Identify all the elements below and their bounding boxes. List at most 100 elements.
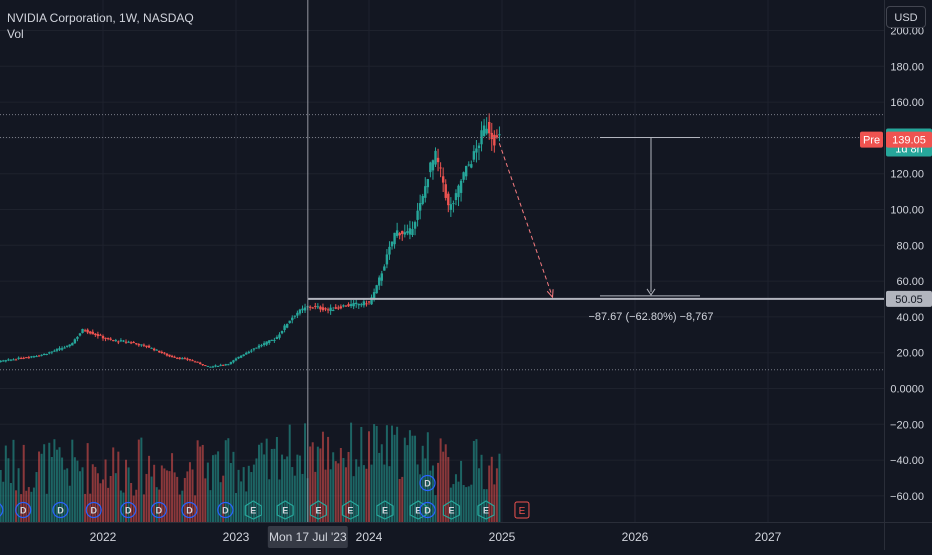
volume-bar — [81, 467, 84, 522]
event-marker-d[interactable]: D — [217, 501, 234, 519]
legend-header: NVIDIA Corporation, 1W, NASDAQ Vol — [7, 10, 194, 42]
candle-body — [347, 304, 350, 307]
candle-body — [63, 347, 66, 349]
candle-body — [129, 342, 133, 344]
event-marker-d[interactable]: D — [419, 474, 436, 492]
volume-bar — [398, 478, 401, 522]
volume-bar — [258, 444, 261, 522]
candle-body — [280, 330, 284, 334]
event-marker-d[interactable]: D — [85, 501, 102, 519]
volume-bar — [385, 425, 388, 522]
event-marker-e[interactable]: E — [442, 500, 461, 520]
volume-bar — [58, 447, 61, 522]
candle-body — [337, 307, 340, 309]
volume-bar — [214, 454, 217, 522]
event-marker-e[interactable]: E — [276, 500, 294, 520]
volume-bar — [490, 456, 493, 522]
volume-bar — [66, 468, 69, 522]
event-marker-d[interactable]: D — [52, 501, 69, 519]
level-price-tag[interactable] — [886, 290, 932, 307]
event-marker-e[interactable]: E — [514, 501, 530, 519]
volume-bar — [61, 457, 64, 522]
volume-bar — [235, 493, 237, 522]
candle-body — [32, 356, 36, 358]
price-tick-label: 20.00 — [896, 348, 924, 360]
event-marker-e[interactable]: E — [309, 500, 328, 520]
currency-button[interactable]: USD — [886, 6, 926, 28]
candle-body — [152, 348, 156, 351]
candle-body — [58, 348, 61, 350]
event-marker-letter: D — [186, 506, 193, 516]
candle-body — [480, 130, 483, 145]
candle-body — [183, 358, 187, 360]
volume-bar — [94, 466, 97, 522]
event-marker-e[interactable]: E — [244, 500, 262, 520]
event-marker-d[interactable]: D — [150, 501, 167, 519]
premarket-price-tag[interactable] — [886, 131, 932, 148]
candle-body — [224, 364, 227, 366]
price-axis[interactable]: 200.00180.00160.00140.00120.00100.0080.0… — [860, 0, 932, 550]
event-marker-d[interactable]: D — [181, 501, 198, 519]
candle-body — [431, 160, 435, 171]
projection-arrow[interactable] — [498, 143, 554, 298]
premarket-badge[interactable] — [860, 131, 883, 148]
event-marker-d[interactable]: D — [419, 501, 436, 519]
event-marker-e[interactable]: E — [341, 500, 359, 520]
candle-body — [472, 151, 476, 160]
volume-bar — [370, 464, 373, 522]
candle-body — [45, 353, 48, 355]
volume-bar — [71, 439, 74, 522]
event-marker-d[interactable]: D — [0, 503, 4, 518]
candle-body — [73, 339, 77, 344]
candle-body — [250, 350, 253, 352]
candle-body — [403, 232, 407, 235]
volume-bar — [119, 490, 122, 522]
candle-body — [439, 167, 442, 169]
candle-body — [321, 307, 325, 311]
volume-bar — [222, 475, 225, 522]
candle-body — [413, 222, 417, 229]
price-tick-label: −60.00 — [890, 491, 924, 503]
candle-body — [378, 277, 381, 286]
price-tick-label: 80.00 — [896, 240, 924, 252]
event-marker-e[interactable]: E — [477, 500, 495, 520]
earnings-hexagon — [477, 500, 495, 520]
candle-body — [352, 302, 355, 307]
event-marker-e[interactable]: E — [376, 500, 394, 520]
volume-bar — [357, 466, 360, 522]
measure-arrowhead — [646, 288, 656, 296]
candle-body — [390, 241, 394, 247]
candle-body — [204, 365, 207, 367]
volume-bar — [247, 465, 250, 522]
volume-bar — [472, 440, 475, 522]
candle-body — [96, 334, 100, 337]
event-marker-d[interactable]: D — [120, 501, 137, 519]
event-marker-d[interactable]: D — [15, 501, 32, 519]
volume-bar — [232, 451, 235, 522]
candle-body — [278, 334, 281, 338]
candle-body — [201, 364, 204, 366]
volume-bar — [140, 437, 143, 522]
volume-bar — [373, 424, 376, 522]
volume-bar — [219, 482, 222, 522]
candle-body — [288, 320, 291, 323]
price-tick-label: 200.00 — [890, 26, 924, 38]
event-marker-e[interactable]: E — [409, 500, 427, 520]
candle-body — [416, 210, 419, 220]
candle-body — [273, 339, 276, 341]
volume-bar — [460, 460, 463, 522]
earnings-upcoming-badge[interactable] — [514, 501, 530, 519]
symbol-title[interactable]: NVIDIA Corporation, 1W, NASDAQ — [7, 11, 194, 25]
volume-indicator-label[interactable]: Vol — [7, 27, 24, 41]
volume-bar — [104, 459, 107, 522]
candle-body — [314, 305, 317, 307]
candle-body — [334, 307, 337, 309]
volume-bar — [250, 472, 253, 522]
candle-body — [401, 230, 404, 234]
volume-bar — [78, 471, 81, 522]
volume-bar — [419, 474, 422, 522]
event-markers[interactable]: DSDDDDDDDDEEEEEEDEEED — [0, 474, 530, 520]
time-axis[interactable]: 2022 2023 2024 2025 2026 2027 Mon 17 Jul '23 — [0, 522, 932, 549]
